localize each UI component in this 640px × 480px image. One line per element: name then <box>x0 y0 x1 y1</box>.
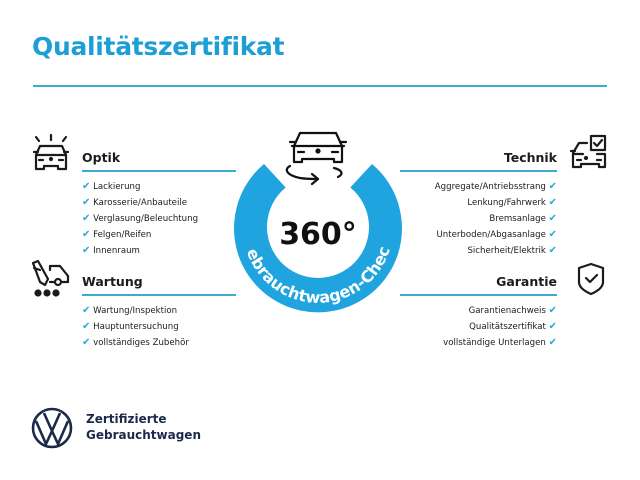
item-label: Hauptuntersuchung <box>93 322 179 333</box>
item-label: Unterboden/Abgasanlage <box>436 230 546 241</box>
check-icon: ✔ <box>548 245 557 257</box>
list-item: ✔ Hauptuntersuchung <box>82 319 189 335</box>
check-icon: ✔ <box>82 337 91 349</box>
list-item: Garantienachweis ✔ <box>443 303 557 319</box>
arc-text-label: Gebrauchtwagen-Check <box>0 0 394 307</box>
service-tools-icon <box>31 259 70 297</box>
check-icon: ✔ <box>548 197 557 209</box>
list-item: vollständige Unterlagen ✔ <box>443 335 557 351</box>
list-item: Qualitätszertifikat ✔ <box>443 319 557 335</box>
list-item: ✔ Wartung/Inspektion <box>82 303 189 319</box>
item-label: Aggregate/Antriebsstrang <box>434 182 546 192</box>
garantie-divider <box>400 294 557 296</box>
badge-arc-text: Gebrauchtwagen-Check <box>0 0 394 307</box>
optik-list: ✔ Lackierung ✔ Karosserie/Anbauteile ✔ V… <box>82 179 198 259</box>
item-label: Wartung/Inspektion <box>93 306 178 316</box>
brand-text: Zertifizierte Gebrauchtwagen <box>86 412 201 443</box>
brand-line1: Zertifizierte <box>86 412 167 426</box>
item-label: Karosserie/Anbauteile <box>93 198 188 209</box>
item-label: vollständige Unterlagen <box>443 338 546 349</box>
item-label: vollständiges Zubehör <box>93 338 189 349</box>
check-icon: ✔ <box>82 245 91 257</box>
section-heading-garantie: Garantie <box>496 274 557 289</box>
badge-ring <box>234 164 403 313</box>
list-item: Aggregate/Antriebsstrang ✔ <box>435 179 557 195</box>
list-item: Sicherheit/Elektrik ✔ <box>435 243 557 259</box>
list-item: Lenkung/Fahrwerk ✔ <box>435 195 557 211</box>
car-rotate-icon <box>285 131 348 186</box>
section-heading-wartung: Wartung <box>82 274 143 289</box>
check-icon: ✔ <box>548 181 557 192</box>
check-icon: ✔ <box>548 305 557 316</box>
check-icon: ✔ <box>82 321 91 333</box>
item-label: Felgen/Reifen <box>93 230 152 241</box>
page-title: Qualitätszertifikat <box>32 32 285 61</box>
list-item: ✔ Karosserie/Anbauteile <box>82 195 198 211</box>
shield-check-icon <box>577 262 605 296</box>
check-icon: ✔ <box>82 305 91 316</box>
item-label: Lackierung <box>93 182 141 192</box>
wartung-divider <box>82 294 236 296</box>
item-label: Lenkung/Fahrwerk <box>467 198 546 209</box>
brand-line2: Gebrauchtwagen <box>86 427 201 442</box>
item-label: Garantienachweis <box>468 306 546 316</box>
car-lights-icon <box>32 133 70 171</box>
check-icon: ✔ <box>548 213 557 225</box>
wartung-list: ✔ Wartung/Inspektion ✔ Hauptuntersuchung… <box>82 303 189 351</box>
list-item: Bremsanlage ✔ <box>435 211 557 227</box>
list-item: ✔ vollständiges Zubehör <box>82 335 189 351</box>
item-label: Qualitätszertifikat <box>469 322 546 333</box>
section-heading-optik: Optik <box>82 150 121 165</box>
item-label: Verglasung/Beleuchtung <box>93 214 199 225</box>
check-icon: ✔ <box>82 197 91 209</box>
item-label: Bremsanlage <box>489 214 546 225</box>
section-heading-technik: Technik <box>503 150 557 165</box>
title-divider <box>33 85 607 87</box>
check-icon: ✔ <box>548 321 557 333</box>
technik-divider <box>400 170 557 172</box>
check-icon: ✔ <box>82 213 91 225</box>
check-icon: ✔ <box>82 181 91 192</box>
optik-divider <box>82 170 236 172</box>
list-item: ✔ Lackierung <box>82 179 198 195</box>
check-icon: ✔ <box>548 337 557 349</box>
check-icon: ✔ <box>548 229 557 241</box>
item-label: Sicherheit/Elektrik <box>467 246 546 257</box>
garantie-list: Garantienachweis ✔ Qualitätszertifikat ✔… <box>443 303 557 351</box>
technik-list: Aggregate/Antriebsstrang ✔ Lenkung/Fahrw… <box>435 179 557 259</box>
list-item: ✔ Innenraum <box>82 243 198 259</box>
check-icon: ✔ <box>82 229 91 241</box>
vw-logo-icon <box>31 407 73 449</box>
item-label: Innenraum <box>93 246 140 257</box>
badge-value: 360° <box>279 217 357 252</box>
list-item: ✔ Verglasung/Beleuchtung <box>82 211 198 227</box>
list-item: ✔ Felgen/Reifen <box>82 227 198 243</box>
list-item: Unterboden/Abgasanlage ✔ <box>435 227 558 243</box>
car-checklist-icon <box>569 134 607 169</box>
